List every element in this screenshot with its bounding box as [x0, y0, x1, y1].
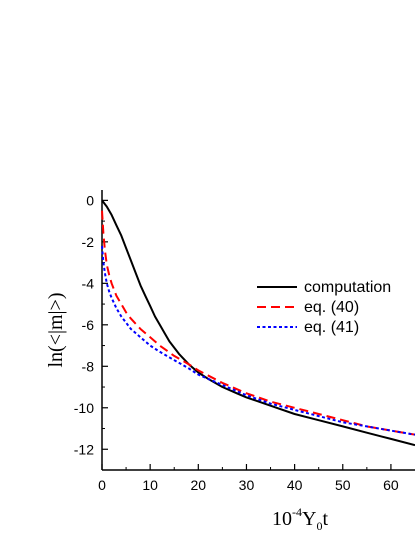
plot-area: 0 10 20 30 40 50 60 0 -2 -4 -6 -8 -10 -12 — [74, 190, 415, 493]
series-line-1 — [101, 199, 415, 447]
y-tick-label: -8 — [82, 358, 95, 374]
legend-label: eq. (41) — [304, 319, 359, 336]
x-axis-title: 10-4Y0t — [272, 505, 328, 533]
x-axis-title-exp: -4 — [292, 505, 302, 519]
x-tick-label: 10 — [142, 477, 158, 493]
series-line-2 — [101, 210, 415, 436]
x-axis-title-sub: 0 — [316, 519, 322, 533]
y-tick-label: -4 — [82, 275, 95, 291]
y-tick-label: -6 — [82, 317, 95, 333]
x-tick-label: 30 — [239, 477, 255, 493]
y-axis-title: ln(<|m|>) — [45, 293, 67, 368]
x-tick-label: 0 — [98, 477, 106, 493]
x-tick-label: 60 — [383, 477, 399, 493]
y-tick-label: 0 — [86, 192, 94, 208]
y-tick-label: -12 — [74, 441, 94, 457]
x-axis-title-tail: t — [322, 508, 328, 530]
x-tick-label: 40 — [287, 477, 303, 493]
y-tick-label: -2 — [82, 234, 95, 250]
series-lines — [101, 199, 415, 447]
legend: computation eq. (40) eq. (41) — [257, 279, 391, 336]
x-ticks: 0 10 20 30 40 50 60 — [98, 464, 399, 493]
y-tick-label: -10 — [74, 400, 94, 416]
x-tick-label: 20 — [191, 477, 207, 493]
y-ticks: 0 -2 -4 -6 -8 -10 -12 — [74, 192, 108, 457]
x-axis-title-var: Y — [302, 508, 316, 530]
series-line-3 — [101, 245, 415, 436]
legend-label: computation — [304, 279, 391, 296]
legend-label: eq. (40) — [304, 299, 359, 316]
x-tick-label: 50 — [335, 477, 351, 493]
x-axis-title-base: 10 — [272, 508, 292, 530]
